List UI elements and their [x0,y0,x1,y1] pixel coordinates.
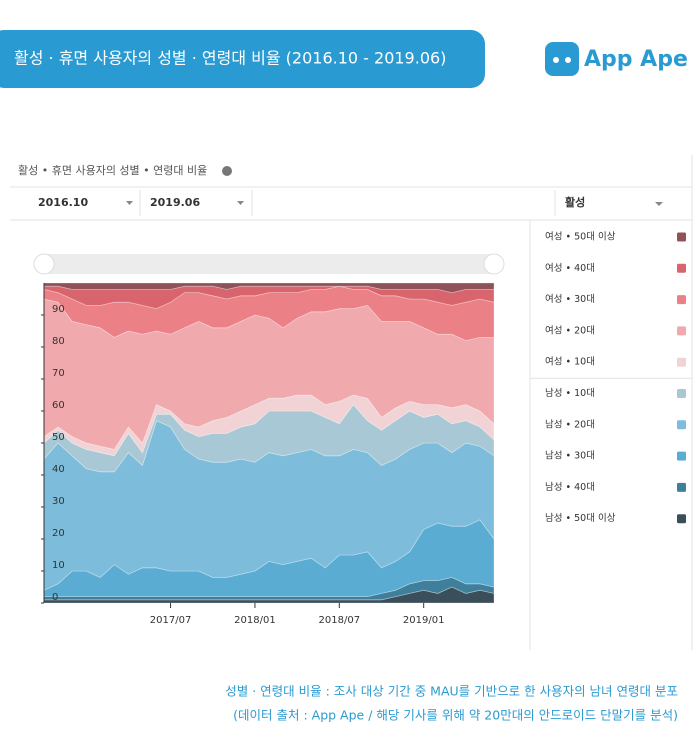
legend-checkbox [677,263,686,273]
area [43,394,495,457]
y-tick-label: 40 [52,464,65,475]
legend-item[interactable]: 여성 • 30대 [545,293,686,305]
legend-checkbox [677,420,686,430]
area [43,403,495,473]
legend-label: 남성 • 50대 이상 [545,513,616,524]
legend-checkbox [677,232,686,242]
legend-checkbox [677,514,686,524]
x-tick-label: 2018/01 [234,615,276,626]
legend-item[interactable]: 여성 • 10대 [545,356,686,368]
caret [655,202,663,206]
caret [237,201,244,205]
range-slider[interactable] [44,254,494,274]
legend-item[interactable]: 남성 • 20대 [545,419,686,430]
y-tick-label: 20 [52,528,65,539]
legend-label: 남성 • 40대 [545,482,595,493]
legend-label: 여성 • 30대 [545,293,595,305]
legend-label: 여성 • 20대 [545,324,595,336]
segment-select[interactable]: 활성 [565,195,663,209]
legend-label: 여성 • 10대 [545,356,595,368]
select-value: 2016.10 [38,196,88,209]
x-tick-label: 2017/07 [150,615,192,626]
y-tick-label: 30 [52,496,65,507]
legend-label: 여성 • 40대 [545,262,595,274]
slider-handle[interactable] [483,253,505,275]
legend-checkbox [677,482,686,492]
caption: 성별 · 연령대 비율 : 조사 대상 기간 중 MAU를 기반으로 한 사용자… [225,684,678,699]
x-tick-label: 2019/01 [403,615,445,626]
end-select[interactable]: 2019.06 [150,196,244,209]
legend-item[interactable]: 여성 • 20대 [545,324,686,336]
banner-title: 활성 · 휴면 사용자의 성별 · 연령대 비율 (2016.10 - 2019… [14,49,446,68]
legend-label: 여성 • 50대 이상 [545,231,616,243]
caret [126,201,133,205]
plot: 0 10 20 30 40 50 60 70 80 90 2017/07 2018/01 2018/07… [41,282,495,626]
y-tick-label: 10 [52,560,65,571]
banner [0,30,485,88]
legend-item[interactable]: 여성 • 40대 [545,262,686,274]
legend-item[interactable]: 남성 • 30대 [545,451,686,462]
area [43,282,495,294]
help-icon[interactable] [222,166,232,176]
legend-checkbox [677,326,686,336]
logo-eye [565,57,571,63]
y-tick-label: 80 [52,336,65,347]
select-value: 2019.06 [150,196,200,209]
legend-checkbox [677,451,686,461]
y-tick-label: 70 [52,368,65,379]
legend-checkbox [677,389,686,398]
widget-title: 활성 • 휴면 사용자의 성별 • 연령대 비율 [18,163,207,177]
select-value: 활성 [565,195,585,209]
legend-item[interactable]: 남성 • 10대 [545,388,686,399]
y-tick-label: 60 [52,400,65,411]
y-tick-label: 90 [52,304,65,315]
y-tick-label: 0 [52,592,58,603]
logo-icon [545,42,579,76]
start-select[interactable]: 2016.10 [38,196,133,209]
legend-label: 남성 • 30대 [545,451,595,462]
y-tick-label: 50 [52,432,65,443]
legend-item[interactable]: 남성 • 50대 이상 [545,513,686,524]
slider-handle[interactable] [33,253,55,275]
legend-label: 남성 • 10대 [545,388,595,399]
caption: (데이터 출처 : App Ape / 해당 기사를 위해 약 20만대의 안드… [233,708,678,723]
legend-label: 남성 • 20대 [545,419,595,430]
x-tick-label: 2018/07 [319,615,361,626]
legend-item[interactable]: 남성 • 40대 [545,482,686,493]
logo-text: App Ape [584,47,688,72]
legend-item[interactable]: 여성 • 50대 이상 [545,231,686,243]
legend-checkbox [677,357,686,367]
legend-checkbox [677,295,686,305]
logo-eye [553,57,559,63]
